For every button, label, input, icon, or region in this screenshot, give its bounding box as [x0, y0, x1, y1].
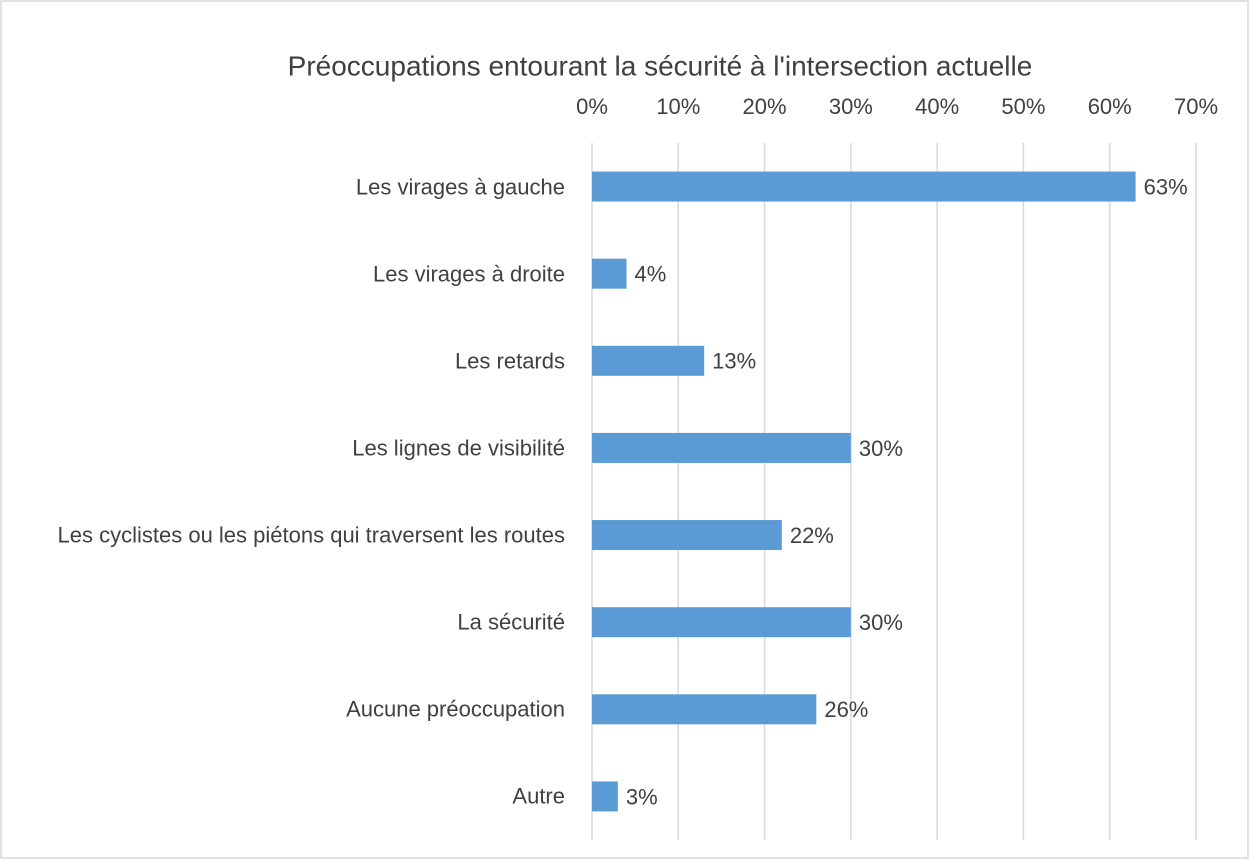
data-label: 30% [859, 610, 903, 635]
category-label-box: Les cyclistes ou les piétons qui travers… [10, 522, 565, 549]
category-label-box: Les virages à gauche [10, 173, 565, 200]
bar [592, 781, 618, 812]
data-label: 4% [635, 262, 667, 287]
category-label-box: Aucune préoccupation [10, 696, 565, 723]
y-tick-label: Les lignes de visibilité [352, 435, 565, 461]
bar [592, 520, 782, 551]
y-tick-label: Autre [512, 783, 565, 809]
category-label-box: Autre [10, 783, 565, 810]
x-tick-label: 0% [576, 94, 608, 119]
x-tick-label: 30% [829, 94, 873, 119]
y-tick-label: Les retards [454, 348, 565, 374]
category-label-box: Les retards [10, 347, 565, 374]
x-tick-label: 50% [1001, 94, 1045, 119]
category-label-box: Les lignes de visibilité [10, 434, 565, 461]
bar [592, 258, 627, 289]
bar [592, 694, 817, 725]
x-tick-label: 60% [1088, 94, 1132, 119]
x-tick-label: 40% [915, 94, 959, 119]
bar [592, 171, 1136, 202]
y-tick-label: Les cyclistes ou les piétons qui travers… [57, 522, 565, 548]
x-tick-label: 70% [1174, 94, 1218, 119]
data-label: 22% [790, 523, 834, 548]
category-label-box: La sécurité [10, 609, 565, 636]
data-label: 63% [1144, 174, 1188, 199]
x-tick-label: 10% [656, 94, 700, 119]
bar [592, 345, 705, 376]
category-label-box: Les virages à droite [10, 260, 565, 287]
data-label: 3% [626, 784, 658, 809]
y-tick-label: Les virages à gauche [355, 174, 565, 200]
data-label: 30% [859, 436, 903, 461]
y-tick-label: Aucune préoccupation [346, 696, 565, 722]
y-tick-label: Les virages à droite [373, 261, 565, 287]
data-label: 26% [824, 697, 868, 722]
x-tick-label: 20% [743, 94, 787, 119]
y-tick-label: La sécurité [457, 609, 565, 635]
bar [592, 607, 851, 638]
chart-title: Préoccupations entourant la sécurité à l… [288, 50, 1033, 81]
bar [592, 432, 851, 463]
data-label: 13% [712, 349, 756, 374]
